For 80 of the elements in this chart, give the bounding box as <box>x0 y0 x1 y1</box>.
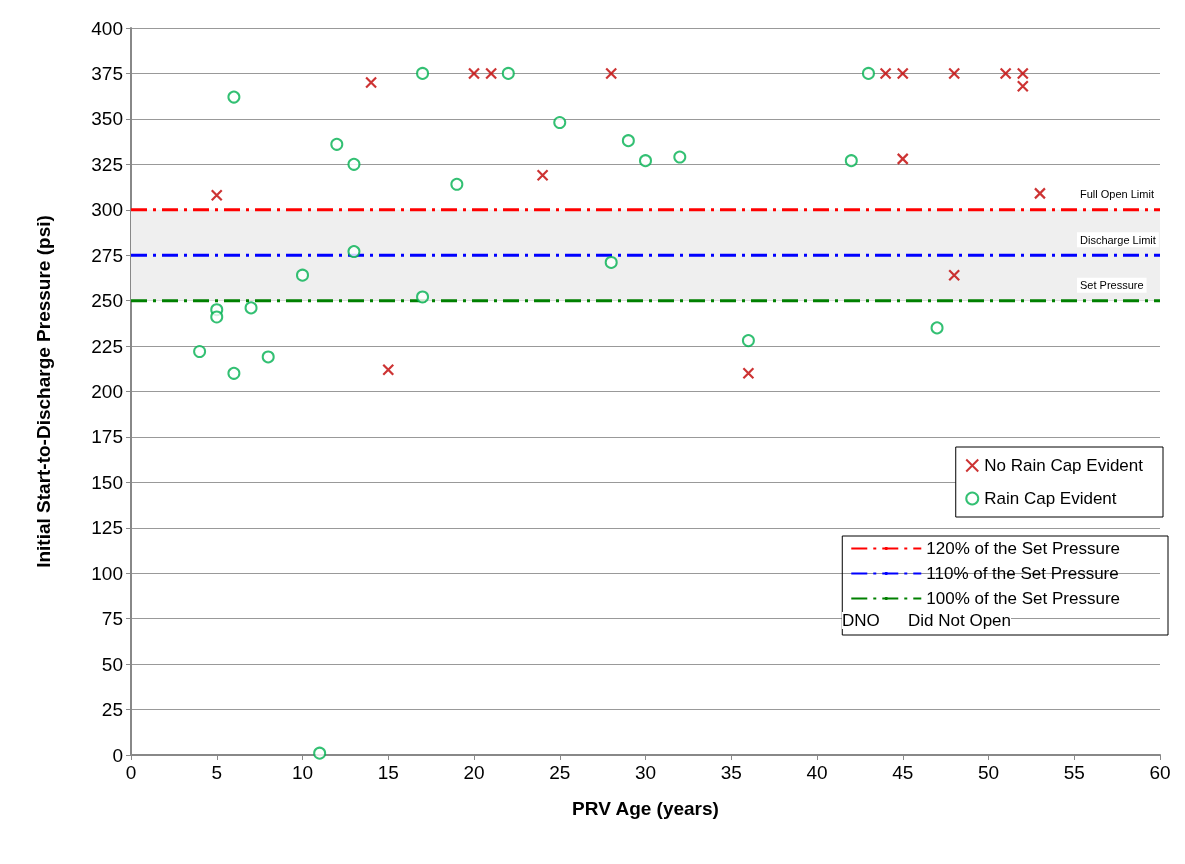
y-tick-label: 150 <box>91 471 123 493</box>
point <box>330 137 344 151</box>
point <box>296 268 309 282</box>
y-tick-label: 275 <box>91 244 123 266</box>
point <box>930 321 944 335</box>
point <box>416 290 430 304</box>
legend-label: 120% of the Set Pressure <box>926 539 1121 558</box>
legend-label: Rain Cap Evident <box>984 489 1117 508</box>
x-tick-label: 40 <box>806 762 828 783</box>
x-tick-label: 25 <box>549 762 571 783</box>
point <box>501 66 515 80</box>
point <box>673 150 687 164</box>
x-tick-label: 15 <box>377 762 399 783</box>
annotation: DNO Did Not Open <box>841 611 1012 630</box>
y-tick-label: 400 <box>91 17 123 39</box>
legend-label: No Rain Cap Evident <box>984 456 1144 475</box>
y-tick-label: 250 <box>91 290 123 312</box>
point <box>416 66 430 80</box>
y-tick-label: 325 <box>91 153 123 175</box>
annotation: Full Open Limit <box>1080 188 1154 201</box>
point <box>467 67 481 80</box>
point <box>861 66 875 80</box>
point <box>450 177 464 191</box>
x-tick-label: 45 <box>892 762 914 783</box>
point <box>604 255 618 269</box>
y-tick-label: 75 <box>101 608 123 630</box>
x-tick-label: 5 <box>211 762 223 783</box>
point <box>879 67 892 80</box>
x-tick-label: 20 <box>463 762 485 783</box>
y-tick-label: 350 <box>91 108 123 130</box>
y-tick-label: 25 <box>101 699 123 721</box>
point <box>896 152 909 165</box>
y-tick-label: 375 <box>91 62 123 84</box>
point <box>553 116 567 130</box>
x-tick-label: 55 <box>1063 762 1085 783</box>
point <box>605 67 618 80</box>
y-tick-label: 125 <box>91 517 123 539</box>
point <box>896 67 909 80</box>
y-tick-label: 225 <box>91 335 123 357</box>
point <box>485 67 498 80</box>
x-tick-label: 60 <box>1149 762 1171 783</box>
x-tick-label: 35 <box>720 762 742 783</box>
point <box>948 67 961 80</box>
x-tick-label: 0 <box>125 762 137 783</box>
point <box>227 366 241 380</box>
point <box>210 310 224 324</box>
y-tick-label: 0 <box>112 744 123 766</box>
x-tick-label: 10 <box>291 762 314 783</box>
point <box>261 350 275 364</box>
x-tick-label: 50 <box>977 762 1000 783</box>
x-axis-title: PRV Age (years) <box>572 798 719 819</box>
y-tick-label: 100 <box>91 562 123 584</box>
y-tick-label: 175 <box>91 426 123 448</box>
annotation: Discharge Limit <box>1080 233 1156 246</box>
point <box>844 154 858 168</box>
point <box>948 269 961 282</box>
point <box>999 67 1012 80</box>
point <box>621 134 635 148</box>
y-tick-label: 200 <box>91 381 123 402</box>
point <box>210 189 223 202</box>
annotation: Set Pressure <box>1080 279 1144 292</box>
point <box>227 90 241 104</box>
point <box>741 334 755 348</box>
point <box>742 367 755 380</box>
point <box>536 169 549 182</box>
point <box>313 746 327 760</box>
point <box>193 345 207 359</box>
legend-label: 100% of the Set Pressure <box>926 589 1121 608</box>
legend-label: 110% of the Set Pressure <box>926 564 1119 583</box>
y-axis-title: Initial Start-to-Discharge Pressure (psi) <box>33 215 54 568</box>
y-tick-label: 300 <box>91 199 123 221</box>
point <box>639 154 652 168</box>
point <box>382 363 395 376</box>
point <box>365 76 378 89</box>
point <box>244 301 258 315</box>
x-tick-label: 30 <box>634 762 657 783</box>
point <box>347 245 361 259</box>
point <box>1033 187 1047 200</box>
point <box>347 157 361 171</box>
y-tick-label: 50 <box>101 653 123 675</box>
